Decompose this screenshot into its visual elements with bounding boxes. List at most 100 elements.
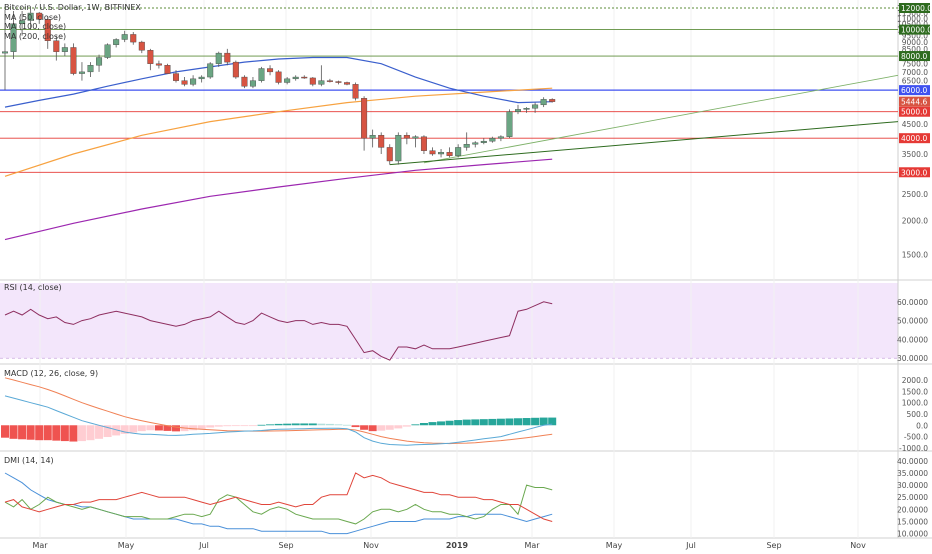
- candle-body: [61, 47, 68, 52]
- candle-body: [2, 51, 8, 54]
- candle-body: [104, 44, 111, 58]
- dmi-title[interactable]: DMI (14, 14): [4, 456, 54, 465]
- candle-body: [403, 135, 410, 139]
- dmi-tick-label: 25.0000: [897, 493, 928, 502]
- ma100-line: [4, 87, 553, 177]
- macd-histogram-bar: [462, 419, 471, 426]
- price-label-tag: [899, 133, 930, 144]
- candle-body: [446, 152, 453, 156]
- x-tick-label: Jul: [685, 541, 696, 550]
- price-label-tag: [899, 3, 930, 13]
- macd-histogram-bar: [137, 425, 146, 432]
- macd-histogram-bar: [69, 425, 78, 442]
- legend-ma100[interactable]: MA (100, close): [4, 22, 67, 31]
- macd-histogram-bar: [377, 425, 386, 431]
- macd-histogram-bar: [308, 423, 317, 426]
- macd-histogram-bar: [274, 423, 283, 426]
- candle-body: [455, 147, 462, 156]
- candle-body: [224, 52, 231, 63]
- macd-histogram-bar: [18, 425, 27, 440]
- rsi-tick-label: 60.0000: [897, 298, 928, 307]
- rsi-title[interactable]: RSI (14, close): [4, 283, 62, 292]
- macd-histogram-bar: [206, 425, 215, 428]
- candle-body: [515, 109, 522, 112]
- macd-line: [4, 395, 553, 446]
- macd-histogram-bar: [479, 419, 488, 426]
- price-label-tag: [899, 24, 930, 35]
- macd-histogram-bar: [266, 424, 275, 426]
- price-label-tag: [899, 85, 930, 96]
- candle-body: [10, 23, 17, 52]
- candle-body: [344, 82, 351, 85]
- price-label-text: 6000.0: [901, 86, 927, 95]
- candle-body: [361, 98, 368, 139]
- candle-body: [130, 34, 137, 43]
- rsi-tick-label: 30.0000: [897, 354, 928, 363]
- y-tick-label: 11000.0: [897, 14, 928, 23]
- x-tick-label: Mar: [524, 541, 540, 550]
- y-tick-label: 9000.0: [902, 38, 928, 47]
- price-label-tag: [899, 96, 930, 107]
- rsi-band: [0, 283, 898, 359]
- macd-histogram-bar: [325, 423, 334, 426]
- candle-body: [532, 104, 539, 109]
- candle-body: [198, 76, 205, 80]
- candle-body: [181, 80, 188, 85]
- macd-title[interactable]: MACD (12, 26, close, 9): [4, 369, 99, 378]
- macd-histogram-bar: [402, 425, 411, 427]
- ma200-line: [4, 158, 553, 241]
- macd-histogram-bar: [77, 425, 86, 442]
- dmi-tick-label: 20.0000: [897, 505, 928, 514]
- candle-body: [96, 57, 103, 66]
- macd-histogram-bar: [343, 424, 351, 426]
- macd-histogram-bar: [419, 423, 428, 426]
- candle-body: [309, 77, 316, 85]
- macd-histogram-bar: [437, 421, 446, 426]
- y-tick-label: 6500.0: [902, 77, 928, 86]
- dmi-minus-line: [4, 472, 553, 522]
- candle-body: [540, 99, 547, 106]
- candle-body: [147, 50, 154, 64]
- macd-histogram-bar: [172, 425, 180, 432]
- macd-histogram-bar: [394, 425, 403, 429]
- candle-body: [438, 152, 445, 155]
- price-label-text: 12000.0: [901, 4, 932, 13]
- macd-histogram-bar: [240, 425, 249, 427]
- macd-histogram-bar: [146, 425, 155, 431]
- candle-body: [70, 47, 77, 74]
- candle-body: [369, 135, 376, 139]
- macd-histogram-bar: [26, 425, 35, 440]
- candle-body: [121, 34, 128, 40]
- macd-histogram-bar: [43, 425, 52, 441]
- dmi-tick-label: 40.0000: [897, 457, 928, 466]
- macd-histogram-bar: [60, 425, 69, 442]
- y-tick-label: 7000.0: [902, 68, 928, 77]
- y-tick-label: 1500.0: [902, 250, 928, 259]
- price-label-text: 5444.6: [901, 98, 927, 107]
- candle-body: [395, 135, 402, 162]
- dmi-tick-label: 15.0000: [897, 517, 928, 526]
- macd-histogram-bar: [231, 425, 240, 427]
- macd-histogram-bar: [197, 425, 206, 429]
- legend-ma200[interactable]: MA (200, close): [4, 31, 67, 41]
- macd-histogram-bar: [445, 420, 454, 426]
- candle-body: [352, 84, 359, 99]
- dmi-plus-line: [4, 484, 553, 525]
- candle-body: [44, 19, 51, 41]
- macd-histogram-bar: [129, 425, 138, 433]
- macd-histogram-bar: [103, 425, 112, 438]
- macd-histogram-bar: [120, 425, 129, 434]
- macd-histogram-bar: [488, 418, 497, 426]
- candle-body: [318, 80, 325, 85]
- y-tick-label: 11500.0: [897, 9, 928, 18]
- macd-histogram-bar: [223, 425, 232, 427]
- price-label-text: 3000.0: [901, 168, 927, 177]
- macd-signal-line: [4, 377, 553, 445]
- candle-body: [429, 150, 436, 155]
- candle-body: [241, 76, 248, 87]
- candle-body: [232, 61, 239, 78]
- price-label-text: 8000.0: [901, 52, 927, 61]
- legend-ma50[interactable]: MA (50, close): [4, 12, 62, 22]
- dmi-tick-label: 35.0000: [897, 469, 928, 478]
